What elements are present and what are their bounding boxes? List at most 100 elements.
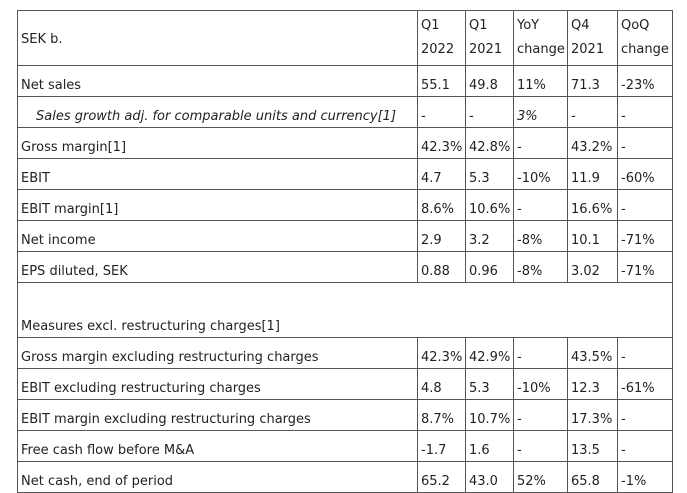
header-text: Q4 [571, 18, 590, 33]
value-cell: - [567, 96, 618, 128]
value-cell: 4.8 [417, 368, 466, 400]
table-row: EBIT 4.7 5.3 -10% 11.9 -60% [17, 158, 673, 190]
row-label: EBIT margin excluding restructuring char… [17, 399, 418, 431]
row-label: EBIT excluding restructuring charges [17, 368, 418, 400]
table-row: Net cash, end of period 65.2 43.0 52% 65.8 -1… [17, 461, 673, 493]
table-body: SEK b. Q1 2022 Q1 2021 YoY change Q4 2021 QoQ chan… [17, 10, 673, 493]
row-label: Sales growth adj. for comparable units a… [17, 96, 418, 128]
value-cell: 5.3 [465, 158, 514, 190]
row-label: Free cash flow before M&A [17, 430, 418, 462]
value-cell: -71% [617, 220, 673, 252]
header-cell: Q1 2021 [465, 10, 514, 66]
header-text: SEK b. [21, 31, 63, 47]
value-cell: - [513, 189, 568, 221]
value-cell: 0.96 [465, 251, 514, 283]
table-row: Net income 2.9 3.2 -8% 10.1 -71% [17, 220, 673, 252]
value-cell: 43.0 [465, 461, 514, 493]
value-cell: 12.3 [567, 368, 618, 400]
header-text: YoY [517, 18, 540, 33]
value-cell: - [513, 399, 568, 431]
value-cell: 1.6 [465, 430, 514, 462]
header-cell: SEK b. [17, 10, 418, 66]
value-cell: 10.1 [567, 220, 618, 252]
financial-table: SEK b. Q1 2022 Q1 2021 YoY change Q4 2021 QoQ chan… [17, 10, 673, 493]
header-text: QoQ [621, 18, 650, 33]
value-cell: 8.6% [417, 189, 466, 221]
value-cell: -8% [513, 220, 568, 252]
value-cell: 11% [513, 65, 568, 97]
value-cell: -10% [513, 368, 568, 400]
value-cell: 8.7% [417, 399, 466, 431]
value-cell: 3.2 [465, 220, 514, 252]
table-row: Gross margin[1] 42.3% 42.8% -43.2% - [17, 127, 673, 159]
table-row: Sales growth adj. for comparable units a… [17, 96, 673, 128]
value-cell: - [465, 96, 514, 128]
value-cell: 65.2 [417, 461, 466, 493]
row-label: Net sales [17, 65, 418, 97]
value-cell: 52% [513, 461, 568, 493]
value-cell: - [617, 430, 673, 462]
header-cell: Q4 2021 [567, 10, 618, 66]
value-cell: 43.5% [567, 337, 618, 369]
value-cell: -8% [513, 251, 568, 283]
header-row: SEK b. Q1 2022 Q1 2021 YoY change Q4 2021 QoQ chan… [17, 10, 673, 66]
value-cell: - [617, 96, 673, 128]
value-cell: - [513, 127, 568, 159]
value-cell: - [617, 399, 673, 431]
value-cell: -61% [617, 368, 673, 400]
value-cell: 3% [513, 96, 568, 128]
header-text: 2021 [469, 42, 503, 57]
value-cell: 11.9 [567, 158, 618, 190]
value-cell: 42.9% [465, 337, 514, 369]
row-label: EBIT [17, 158, 418, 190]
value-cell: 10.7% [465, 399, 514, 431]
value-cell: 13.5 [567, 430, 618, 462]
header-text: Q1 [469, 18, 488, 33]
table-row: EBIT margin excluding restructuring char… [17, 399, 673, 431]
value-cell: -23% [617, 65, 673, 97]
value-cell: 42.3% [417, 337, 466, 369]
value-cell: 3.02 [567, 251, 618, 283]
value-cell: -1% [617, 461, 673, 493]
row-label: Gross margin excluding restructuring cha… [17, 337, 418, 369]
value-cell: 55.1 [417, 65, 466, 97]
table-row: Gross margin excluding restructuring cha… [17, 337, 673, 369]
row-label: EPS diluted, SEK [17, 251, 418, 283]
row-label: Measures excl. restructuring charges[1] [17, 282, 673, 338]
header-text: Q1 [421, 18, 440, 33]
table-row: EBIT margin[1] 8.6% 10.6% -16.6% - [17, 189, 673, 221]
table-row: Measures excl. restructuring charges[1] [17, 282, 673, 338]
header-cell: QoQ change [617, 10, 673, 66]
header-text: change [621, 42, 669, 57]
value-cell: 10.6% [465, 189, 514, 221]
value-cell: 43.2% [567, 127, 618, 159]
value-cell: -71% [617, 251, 673, 283]
row-label: Gross margin[1] [17, 127, 418, 159]
value-cell: 2.9 [417, 220, 466, 252]
value-cell: 5.3 [465, 368, 514, 400]
value-cell: 0.88 [417, 251, 466, 283]
header-cell: Q1 2022 [417, 10, 466, 66]
value-cell: - [617, 127, 673, 159]
value-cell: - [617, 337, 673, 369]
value-cell: - [513, 430, 568, 462]
value-cell: 42.8% [465, 127, 514, 159]
value-cell: - [513, 337, 568, 369]
table-row: Free cash flow before M&A -1.7 1.6-13.5- [17, 430, 673, 462]
table-row: Net sales 55.1 49.8 11% 71.3 -23% [17, 65, 673, 97]
value-cell: 4.7 [417, 158, 466, 190]
header-text: 2021 [571, 42, 605, 57]
value-cell: 17.3% [567, 399, 618, 431]
value-cell: - [417, 96, 466, 128]
page: SEK b. Q1 2022 Q1 2021 YoY change Q4 2021 QoQ chan… [17, 10, 673, 493]
header-text: change [517, 42, 565, 57]
row-label: Net income [17, 220, 418, 252]
value-cell: 71.3 [567, 65, 618, 97]
table-row: EPS diluted, SEK 0.88 0.96 -8% 3.02 -71% [17, 251, 673, 283]
value-cell: 49.8 [465, 65, 514, 97]
value-cell: -10% [513, 158, 568, 190]
value-cell: 42.3% [417, 127, 466, 159]
row-label: Net cash, end of period [17, 461, 418, 493]
value-cell: 16.6% [567, 189, 618, 221]
header-text: 2022 [421, 42, 455, 57]
